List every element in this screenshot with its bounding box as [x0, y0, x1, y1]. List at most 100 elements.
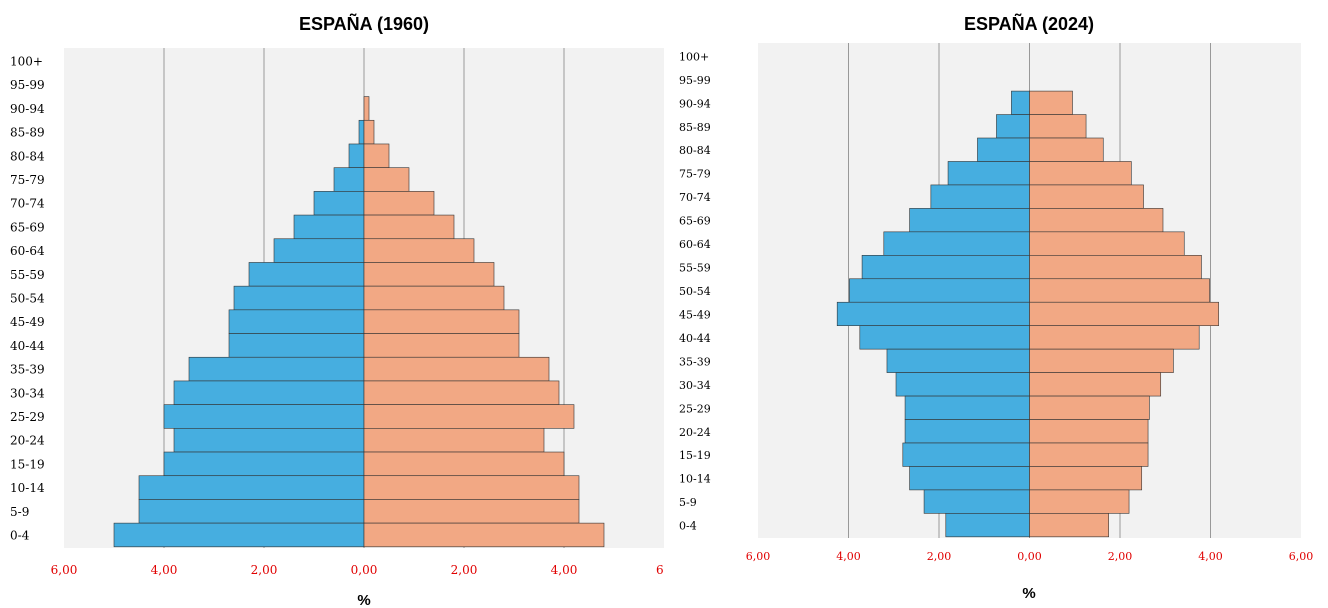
- bar-female-15-19: [363, 451, 565, 477]
- x-tick-label: 4,00: [151, 563, 178, 577]
- category-label: 10-14: [679, 473, 711, 486]
- bar-female-75-79: [363, 167, 410, 192]
- chart-title: ESPAÑA (1960): [299, 13, 429, 34]
- category-label: 75-79: [10, 173, 45, 187]
- bar-male-30-34: [895, 372, 1030, 397]
- bar-male-10-14: [138, 475, 365, 500]
- bar-female-90-94: [1029, 90, 1073, 115]
- bar-male-35-39: [188, 356, 365, 382]
- category-label: 95-99: [10, 78, 45, 92]
- bar-female-65-69: [1029, 208, 1164, 233]
- category-label: 5-9: [679, 496, 697, 509]
- bar-male-85-89: [996, 114, 1030, 139]
- x-axis-label: %: [1022, 585, 1035, 602]
- bar-male-50-54: [233, 285, 365, 311]
- category-label: 25-29: [10, 410, 45, 424]
- bar-female-80-84: [1029, 137, 1104, 162]
- category-label: 40-44: [679, 332, 711, 345]
- bar-male-80-84: [977, 137, 1030, 162]
- x-tick-label: 2,00: [451, 563, 478, 577]
- category-label: 30-34: [10, 386, 45, 400]
- bar-female-25-29: [1029, 395, 1150, 420]
- bar-female-85-89: [1029, 114, 1087, 139]
- bar-male-25-29: [163, 404, 365, 429]
- pyramid-svg-2024: ESPAÑA (2024) 100+ 95-99 90-94 85-89 80-84 75…: [679, 13, 1314, 602]
- bar-male-5-9: [923, 489, 1030, 514]
- bar-female-25-29: [363, 404, 575, 429]
- category-label: 95-99: [679, 74, 711, 87]
- bar-male-60-64: [273, 238, 365, 263]
- bar-female-50-54: [1029, 278, 1210, 303]
- bar-male-80-84: [348, 143, 365, 168]
- x-tick-label: 6,00: [51, 563, 78, 577]
- bar-female-55-59: [1029, 255, 1202, 280]
- category-label: 35-39: [10, 363, 45, 377]
- bar-male-30-34: [173, 380, 365, 405]
- x-tick-label: 0,00: [1017, 550, 1042, 563]
- category-label: 45-49: [10, 315, 45, 329]
- x-tick-labels: 6,00 4,00 2,00 0,00 2,00 4,00 6,: [51, 563, 664, 577]
- bar-male-85-89: [358, 119, 365, 145]
- x-tick-label: 4,00: [1198, 550, 1223, 563]
- category-label: 85-89: [679, 121, 711, 134]
- category-label: 5-9: [10, 505, 29, 519]
- bar-female-65-69: [363, 214, 455, 240]
- bar-female-50-54: [363, 285, 505, 311]
- x-tick-labels: 6,00 4,00 2,00 0,00 2,00 4,00 6,00: [746, 550, 1314, 563]
- bar-male-45-49: [836, 301, 1030, 326]
- category-label: 45-49: [679, 308, 711, 321]
- bar-male-75-79: [333, 167, 365, 192]
- category-label: 10-14: [10, 481, 45, 495]
- bar-male-55-59: [861, 255, 1030, 280]
- category-label: 80-84: [679, 144, 711, 157]
- bar-female-20-24: [1029, 419, 1149, 444]
- category-label: 25-29: [679, 402, 711, 415]
- category-label: 70-74: [679, 191, 711, 204]
- bar-female-40-44: [363, 333, 520, 358]
- bar-female-60-64: [1029, 231, 1185, 256]
- x-tick-label: 6,00: [746, 550, 771, 563]
- category-label: 100+: [10, 55, 43, 69]
- bar-female-45-49: [363, 309, 520, 334]
- bar-female-35-39: [1029, 348, 1174, 373]
- bar-male-70-74: [930, 184, 1030, 209]
- category-label: 40-44: [10, 339, 45, 353]
- bar-male-60-64: [883, 231, 1030, 256]
- category-label: 80-84: [10, 149, 45, 163]
- category-labels: 100+ 95-99 90-94 85-89 80-84 75-79 70-74 65-69 6…: [10, 55, 45, 543]
- category-label: 55-59: [679, 262, 711, 275]
- bar-female-45-49: [1029, 301, 1219, 326]
- category-label: 20-24: [10, 434, 45, 448]
- bar-male-45-49: [228, 309, 365, 334]
- bar-male-40-44: [228, 333, 365, 358]
- bar-male-55-59: [248, 262, 365, 287]
- pyramid-svg-1960: ESPAÑA (1960) 100+ 95-99 90-94 85-89 80-84 75…: [10, 13, 664, 608]
- category-label: 35-39: [679, 355, 711, 368]
- x-tick-label: 2,00: [1108, 550, 1133, 563]
- category-labels: 100+ 95-99 90-94 85-89 80-84 75-79 70-74 65-69 6…: [679, 50, 711, 532]
- bar-male-15-19: [163, 451, 365, 477]
- bar-male-35-39: [886, 348, 1030, 373]
- x-tick-label: 0,00: [351, 563, 378, 577]
- x-tick-label: 4,00: [551, 563, 578, 577]
- bar-male-5-9: [138, 499, 365, 524]
- bar-male-10-14: [909, 466, 1030, 491]
- category-label: 50-54: [10, 292, 45, 306]
- bar-female-40-44: [1029, 325, 1200, 350]
- bar-male-90-94: [1011, 90, 1030, 115]
- bar-female-75-79: [1029, 161, 1132, 186]
- x-tick-label: 2,00: [927, 550, 952, 563]
- pyramid-chart-2024: ESPAÑA (2024) 100+ 95-99 90-94 85-89 80-84 75…: [664, 0, 1328, 608]
- category-label: 85-89: [10, 126, 45, 140]
- bar-male-20-24: [173, 428, 365, 453]
- chart-title: ESPAÑA (2024): [964, 13, 1094, 34]
- bar-male-70-74: [313, 191, 365, 216]
- bar-female-5-9: [1029, 489, 1130, 514]
- bar-female-85-89: [363, 119, 375, 145]
- category-label: 15-19: [679, 449, 711, 462]
- category-label: 60-64: [10, 244, 45, 258]
- category-label: 90-94: [679, 97, 711, 110]
- bar-male-25-29: [904, 395, 1030, 420]
- bar-male-0-4: [945, 513, 1030, 538]
- bar-female-60-64: [363, 238, 475, 263]
